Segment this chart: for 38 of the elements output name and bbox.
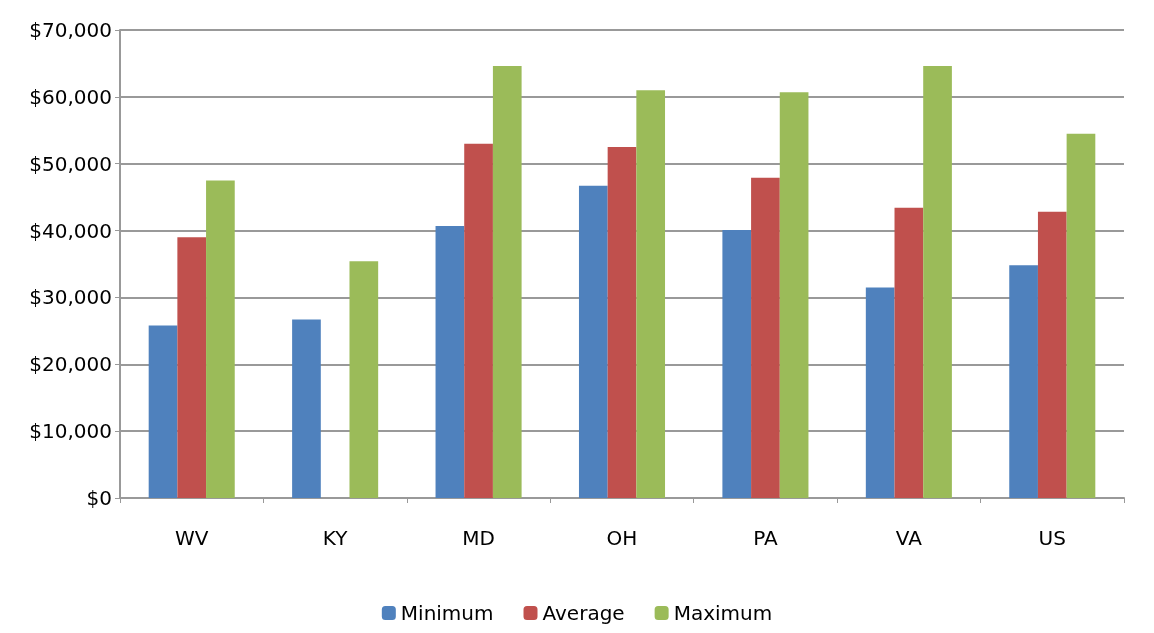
bar (1066, 133, 1096, 498)
bar (177, 237, 207, 498)
x-tick-label: US (1038, 526, 1066, 550)
bar (607, 147, 637, 498)
bar (435, 225, 465, 498)
y-tick-label: $20,000 (29, 352, 112, 377)
bar (148, 325, 178, 498)
y-tick-label: $50,000 (29, 151, 112, 176)
legend-label: Minimum (400, 601, 494, 625)
bar (923, 66, 952, 498)
bar (1037, 211, 1067, 498)
bar (865, 287, 895, 498)
bar (206, 180, 235, 498)
x-tick-label: KY (322, 526, 349, 550)
bar (894, 207, 924, 498)
y-tick-label: $40,000 (29, 218, 112, 243)
x-tick-label: MD (462, 526, 495, 550)
x-tick-label: PA (753, 526, 778, 550)
legend-label: Average (542, 601, 625, 625)
bar (779, 92, 809, 498)
x-tick-label: VA (895, 526, 923, 550)
x-tick-label: OH (606, 526, 638, 550)
legend-label: Maximum (673, 601, 773, 625)
bar (722, 229, 752, 498)
x-tick-label: WV (174, 526, 209, 550)
bar (464, 143, 493, 498)
bar (349, 261, 379, 498)
y-tick-label: $70,000 (29, 18, 112, 42)
bar (751, 177, 780, 498)
y-tick-label: $60,000 (29, 84, 112, 109)
bar (636, 90, 666, 498)
bar (292, 319, 321, 498)
y-tick-label: $10,000 (29, 419, 112, 444)
bar (578, 185, 608, 498)
bar (1009, 265, 1038, 498)
y-tick-label: $30,000 (29, 285, 112, 310)
y-tick-label: $0 (86, 486, 112, 510)
bar (492, 66, 522, 498)
